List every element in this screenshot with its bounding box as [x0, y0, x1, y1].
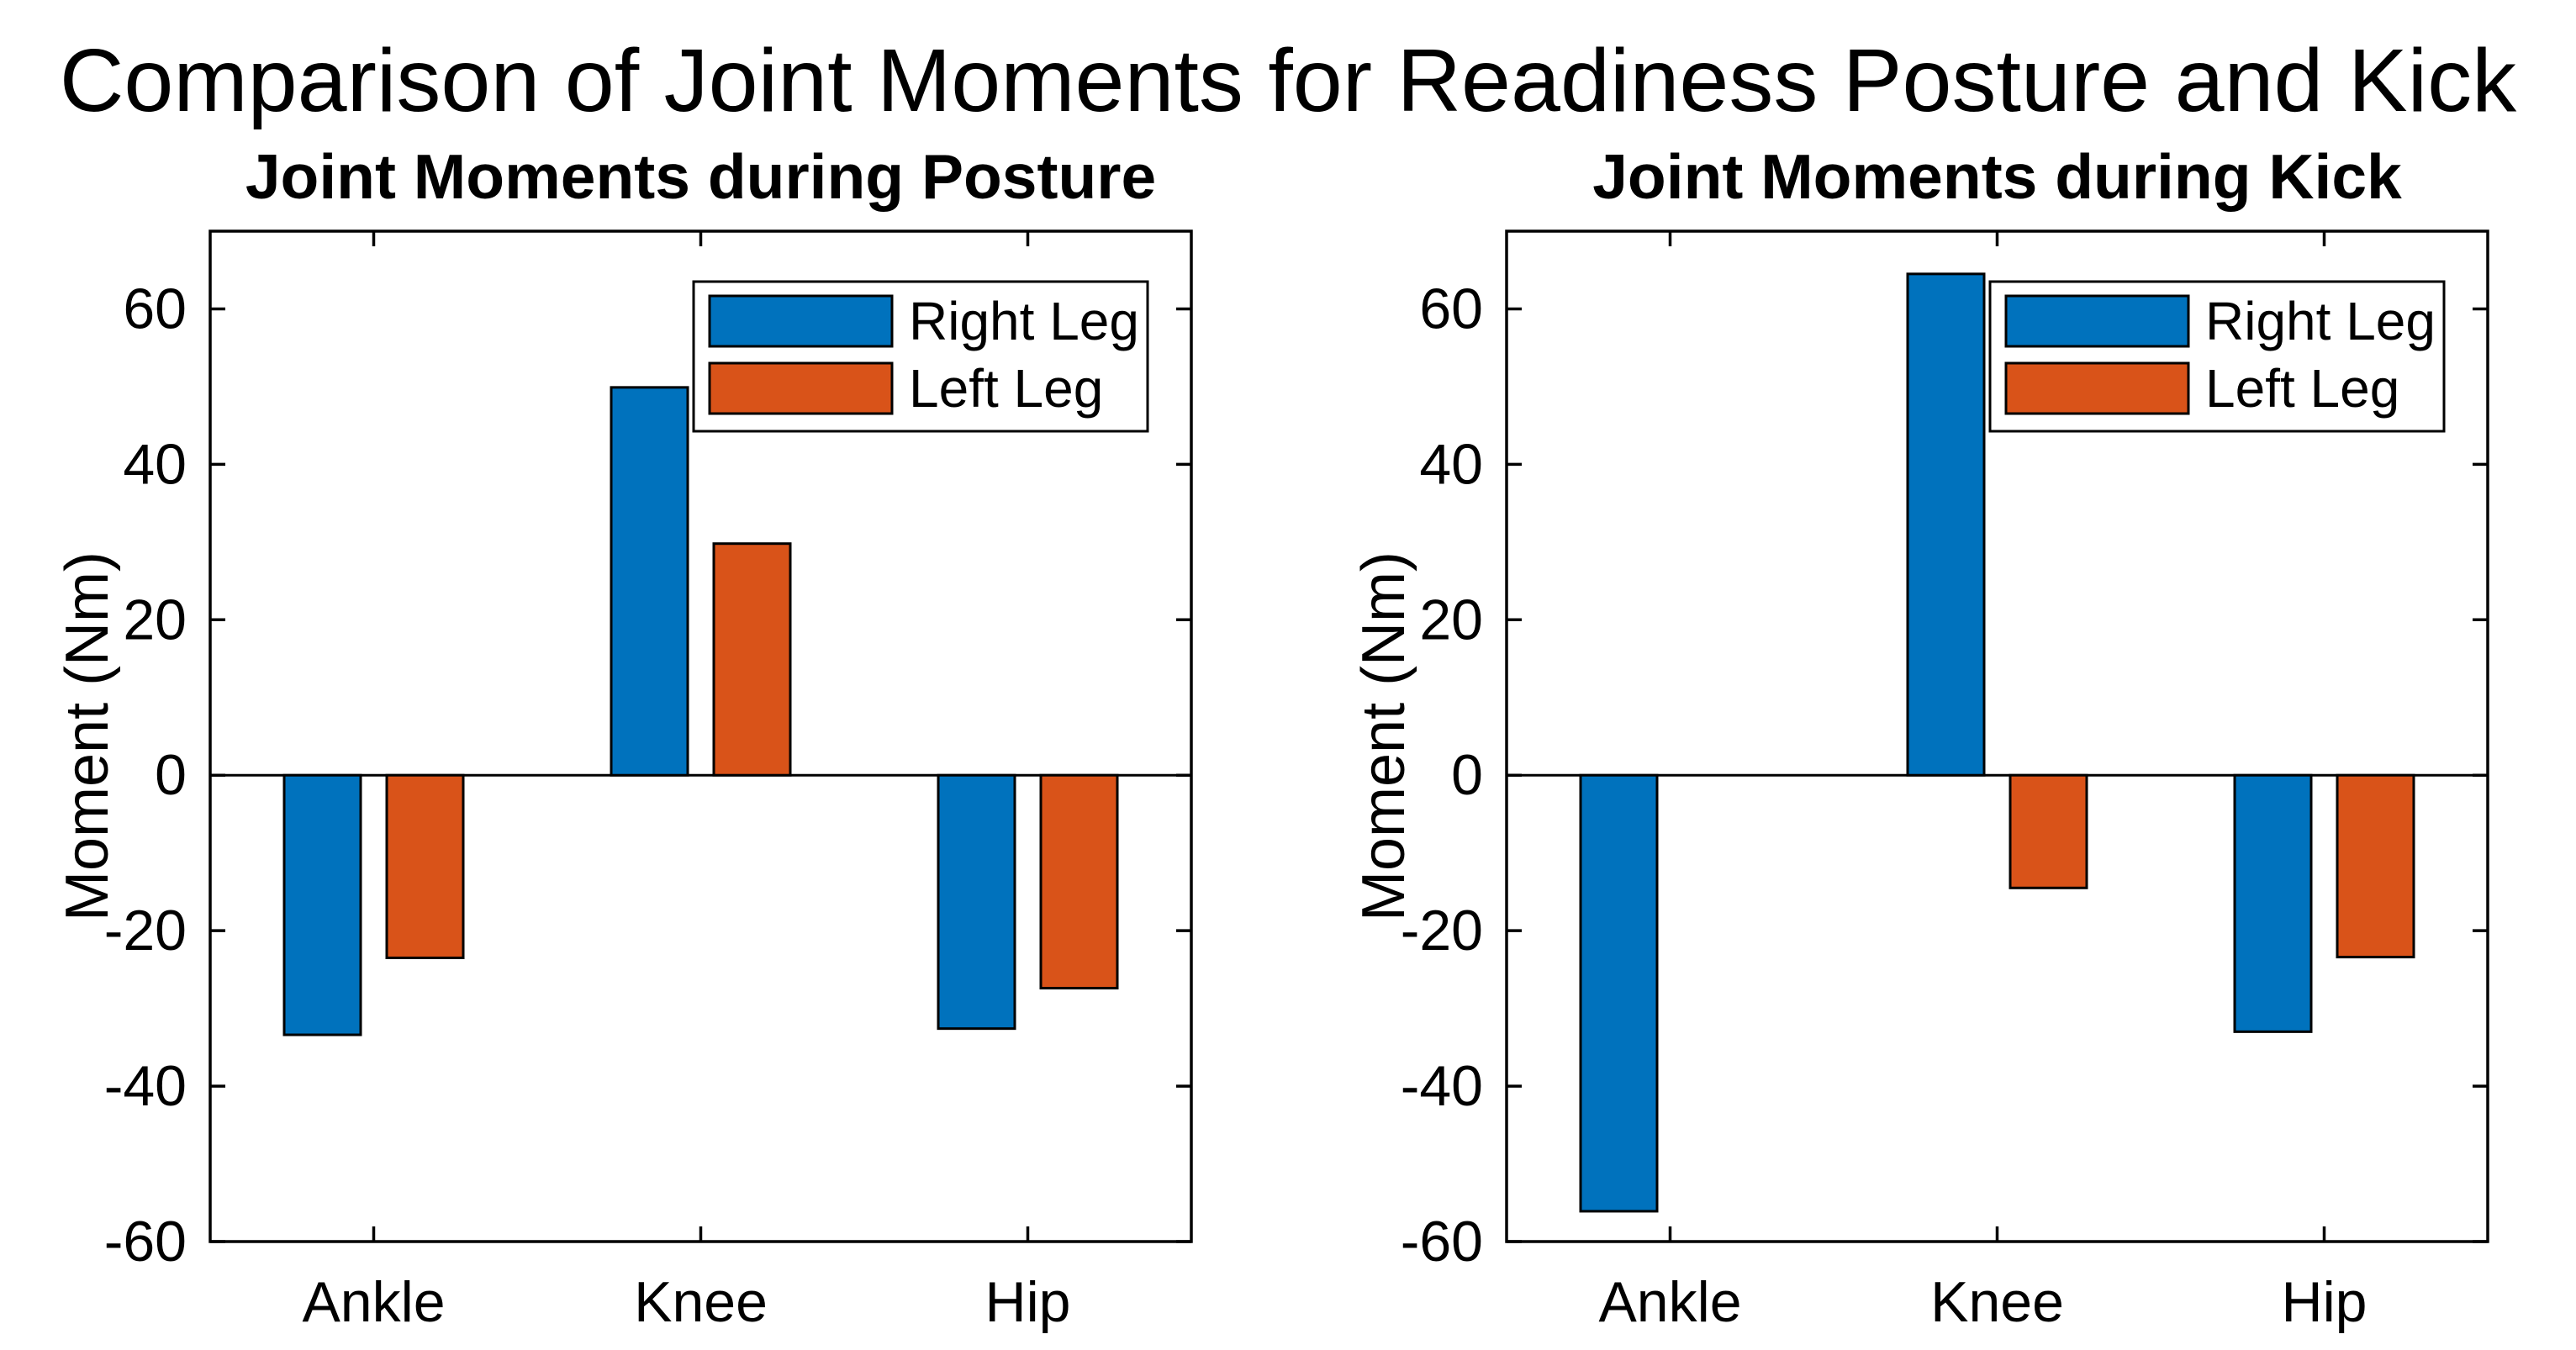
kick-x-tick-label-ankle: Ankle	[1598, 1270, 1741, 1334]
posture-bar-right-leg-ankle	[282, 773, 362, 1036]
kick-y-tick-label: 60	[1419, 277, 1483, 340]
posture-bar-right-leg-knee	[610, 386, 689, 777]
kick-bar-right-leg-ankle	[1579, 773, 1659, 1213]
kick-y-tick-label: -20	[1401, 899, 1483, 962]
posture-y-tick-label: -60	[104, 1210, 187, 1274]
kick-bar-right-leg-hip	[2233, 773, 2313, 1033]
figure-title: Comparison of Joint Moments for Readines…	[59, 31, 2517, 130]
posture-bar-left-leg-knee	[712, 542, 792, 777]
posture-y-tick-label: 20	[123, 588, 187, 651]
posture-legend-label-right_leg: Right Leg	[909, 291, 1139, 351]
kick-legend-label-right_leg: Right Leg	[2205, 291, 2436, 351]
kick-y-tick-label: 40	[1419, 432, 1483, 496]
posture-y-tick-label: -40	[104, 1054, 187, 1118]
kick-legend-swatch-left_leg	[2004, 361, 2190, 415]
kick-y-tick-label: -60	[1401, 1210, 1483, 1274]
posture-y-tick-label: 0	[155, 743, 187, 807]
posture-y-tick-label: 40	[123, 432, 187, 496]
kick-y-tick-label: 20	[1419, 588, 1483, 651]
posture-legend-swatch-right_leg	[708, 294, 894, 348]
posture-legend-label-left_leg: Left Leg	[909, 358, 1103, 419]
posture-x-tick-label-knee: Knee	[634, 1270, 768, 1334]
posture-legend-swatch-left_leg	[708, 361, 894, 415]
kick-bar-left-leg-knee	[2009, 773, 2088, 889]
kick-y-tick-label: 0	[1451, 743, 1483, 807]
posture-bar-right-leg-hip	[937, 773, 1016, 1031]
posture-x-tick-label-hip: Hip	[984, 1270, 1070, 1334]
kick-bar-left-leg-hip	[2336, 773, 2415, 959]
kick-subplot-title: Joint Moments during Kick	[1592, 141, 2402, 212]
kick-legend-label-left_leg: Left Leg	[2205, 358, 2399, 419]
posture-y-tick-label: -20	[104, 899, 187, 962]
posture-bar-left-leg-hip	[1039, 773, 1119, 990]
posture-x-tick-label-ankle: Ankle	[302, 1270, 445, 1334]
kick-x-tick-label-hip: Hip	[2281, 1270, 2367, 1334]
kick-bar-right-leg-knee	[1906, 272, 1986, 777]
kick-legend-swatch-right_leg	[2004, 294, 2190, 348]
posture-subplot-title: Joint Moments during Posture	[245, 141, 1157, 212]
kick-y-tick-label: -40	[1401, 1054, 1483, 1118]
posture-y-tick-label: 60	[123, 277, 187, 340]
posture-bar-left-leg-ankle	[385, 773, 465, 960]
kick-x-tick-label-knee: Knee	[1930, 1270, 2064, 1334]
